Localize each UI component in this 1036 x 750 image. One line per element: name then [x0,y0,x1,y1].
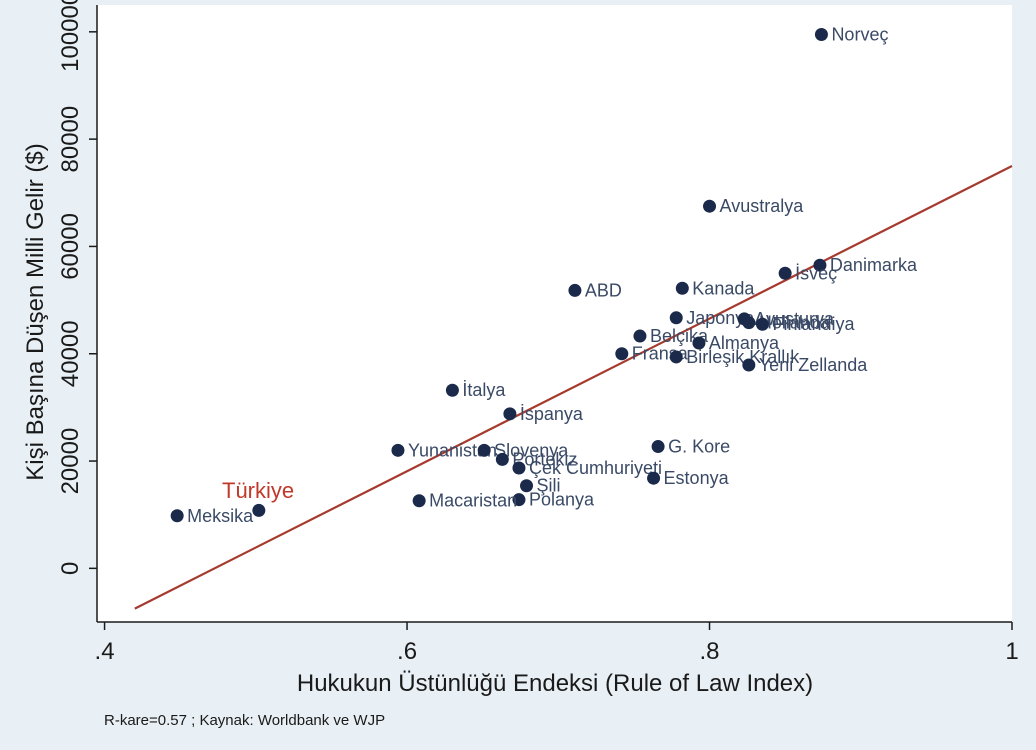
y-tick-label: 100000 [57,0,84,72]
x-tick-label: .4 [95,638,115,665]
point-label: Finlandiya [772,314,855,334]
data-point [503,407,517,421]
x-axis-title: Hukukun Üstünlüğü Endeksi (Rule of Law I… [297,670,813,697]
point-label: Estonya [664,468,730,488]
point-label: İsveç [795,263,837,283]
fit-line-group [134,164,1013,610]
y-tick-label: 0 [57,562,84,575]
data-point [412,494,426,508]
data-point [742,358,756,372]
point-label: Almanya [709,333,780,353]
data-point [778,266,792,280]
point-label: ABD [585,280,622,300]
data-point [252,503,266,517]
data-point [703,199,717,213]
point-label: Japonya [686,308,755,328]
data-point [391,443,405,457]
point-label: G. Kore [668,437,730,457]
x-tick-label: .6 [397,638,417,665]
point-label: Şili [537,476,561,496]
data-point [669,350,683,364]
point-label: Meksika [187,506,254,526]
x-tick-label: 1 [1005,638,1018,665]
data-point [615,347,629,361]
data-point [813,258,827,272]
point-label: Portekiz [512,449,577,469]
y-tick-label: 40000 [57,320,84,387]
point-label: Danimarka [830,255,918,275]
data-point [814,28,828,42]
data-point [445,383,459,397]
point-label: Birleşik Krallık [686,347,800,367]
y-tick-label: 80000 [57,106,84,173]
fit-line [134,164,1013,610]
data-point [669,311,683,325]
point-label: İspanya [520,404,584,424]
data-point [512,493,526,507]
point-label: Hollanda [759,313,831,333]
point-label: Çek Cumhuriyeti [529,458,662,478]
data-point [520,479,534,493]
y-axis-title: Kişi Başına Düşen Milli Gelir ($) [22,143,49,480]
turkiye-label: Türkiye [222,478,294,503]
data-point [742,316,756,330]
point-label: Norveç [831,25,888,45]
point-label: Kanada [692,278,755,298]
data-point [170,509,184,523]
data-point [651,440,665,454]
data-point [477,443,491,457]
data-point [692,336,706,350]
data-point [495,452,509,466]
point-label: Yeni Zellanda [759,355,868,375]
point-label: Yunanistan [408,440,497,460]
y-tick-label: 60000 [57,213,84,280]
data-point [675,281,689,295]
data-point [755,317,769,331]
data-point [568,283,582,297]
plot-area [97,5,1012,622]
point-label: Slovenya [494,440,569,460]
data-point [633,329,647,343]
y-tick-label: 20000 [57,428,84,495]
point-label: Polanya [529,490,595,510]
x-tick-label: .8 [700,638,720,665]
point-label: Macaristan [429,491,517,511]
point-label: Avusturya [754,309,835,329]
point-label: İtalya [462,380,506,400]
data-point [512,461,526,475]
axes: 0 20000 40000 60000 80000 100000 .4 .6 .8 1 [57,0,1019,665]
point-label: Avustralya [720,196,805,216]
source-note: R-kare=0.57 ; Kaynak: Worldbank ve WJP [104,712,385,729]
data-point [647,471,661,485]
